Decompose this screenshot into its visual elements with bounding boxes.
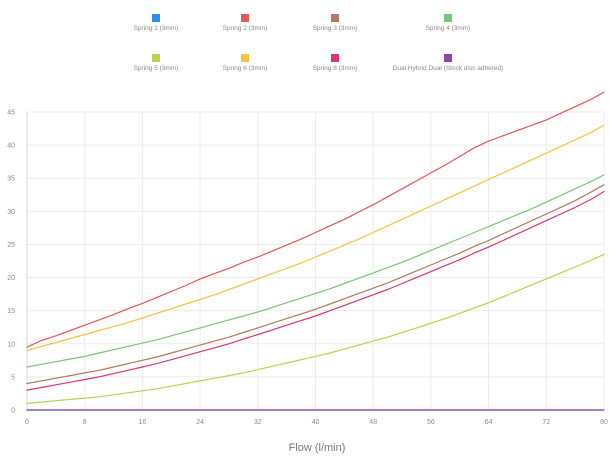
legend-label: Spring 8 (3mm) (313, 65, 358, 72)
legend-item[interactable]: Spring 6 (3mm) (223, 54, 268, 72)
legend-label: Spring 5 (3mm) (134, 65, 179, 72)
y-tick-label: 15 (7, 308, 15, 315)
legend[interactable]: Spring 1 (3mm) Spring 2 (3mm) Spring 3 (3m… (134, 14, 504, 72)
legend-item[interactable]: Spring 5 (3mm) (134, 54, 179, 72)
x-tick-label: 72 (542, 419, 550, 426)
legend-item[interactable]: Spring 1 (3mm) (134, 14, 179, 32)
x-tick-label: 80 (600, 419, 608, 426)
legend-swatch (152, 14, 160, 22)
x-axis-title: Flow (l/min) (289, 442, 346, 454)
legend-swatch (152, 54, 160, 62)
axes: 0 8 16 24 32 40 48 56 64 72 80 0 5 10 15 20 25 30 35 40 45 (7, 110, 608, 427)
x-tick-label: 56 (427, 419, 435, 426)
series-line-6 (26, 124, 605, 351)
legend-label: Spring 3 (3mm) (313, 25, 358, 32)
legend-swatch (241, 14, 249, 22)
legend-label: Spring 1 (3mm) (134, 25, 179, 32)
series-lines (26, 91, 605, 411)
y-tick-label: 10 (7, 341, 15, 348)
legend-item[interactable]: Spring 8 (3mm) (313, 54, 358, 72)
legend-swatch (331, 14, 339, 22)
x-tick-label: 24 (196, 419, 204, 426)
legend-label: Spring 2 (3mm) (223, 25, 268, 32)
y-tick-label: 20 (7, 275, 15, 282)
legend-label: Dual Hybrid Dual (Stock disc adhered) (393, 65, 504, 72)
x-tick-label: 64 (485, 419, 493, 426)
legend-label: Spring 6 (3mm) (223, 65, 268, 72)
series-line-5 (26, 253, 605, 404)
x-tick-label: 48 (369, 419, 377, 426)
y-tick-label: 35 (7, 176, 15, 183)
x-tick-label: 32 (254, 419, 262, 426)
series-line-7 (26, 190, 605, 391)
x-tick-label: 40 (312, 419, 320, 426)
legend-item[interactable]: Spring 4 (3mm) (426, 14, 471, 32)
y-tick-label: 45 (7, 110, 15, 117)
y-tick-label: 0 (11, 408, 15, 415)
y-tick-label: 40 (7, 143, 15, 150)
x-tick-label: 0 (25, 419, 29, 426)
legend-item[interactable]: Spring 3 (3mm) (313, 14, 358, 32)
x-tick-label: 8 (83, 419, 87, 426)
legend-swatch (444, 14, 452, 22)
legend-item[interactable]: Spring 2 (3mm) (223, 14, 268, 32)
legend-label: Spring 4 (3mm) (426, 25, 471, 32)
y-tick-label: 25 (7, 242, 15, 249)
y-tick-label: 30 (7, 209, 15, 216)
series-line-2 (26, 91, 605, 348)
legend-swatch (241, 54, 249, 62)
legend-item[interactable]: Dual Hybrid Dual (Stock disc adhered) (393, 54, 504, 72)
x-tick-label: 16 (139, 419, 147, 426)
grid (26, 111, 605, 411)
legend-swatch (331, 54, 339, 62)
y-tick-label: 5 (11, 374, 15, 381)
series-line-4 (26, 174, 605, 368)
legend-swatch (444, 54, 452, 62)
series-line-3 (26, 184, 605, 385)
